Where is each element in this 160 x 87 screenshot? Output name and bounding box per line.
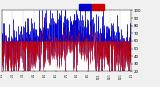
FancyBboxPatch shape	[79, 4, 91, 10]
FancyBboxPatch shape	[92, 4, 104, 10]
